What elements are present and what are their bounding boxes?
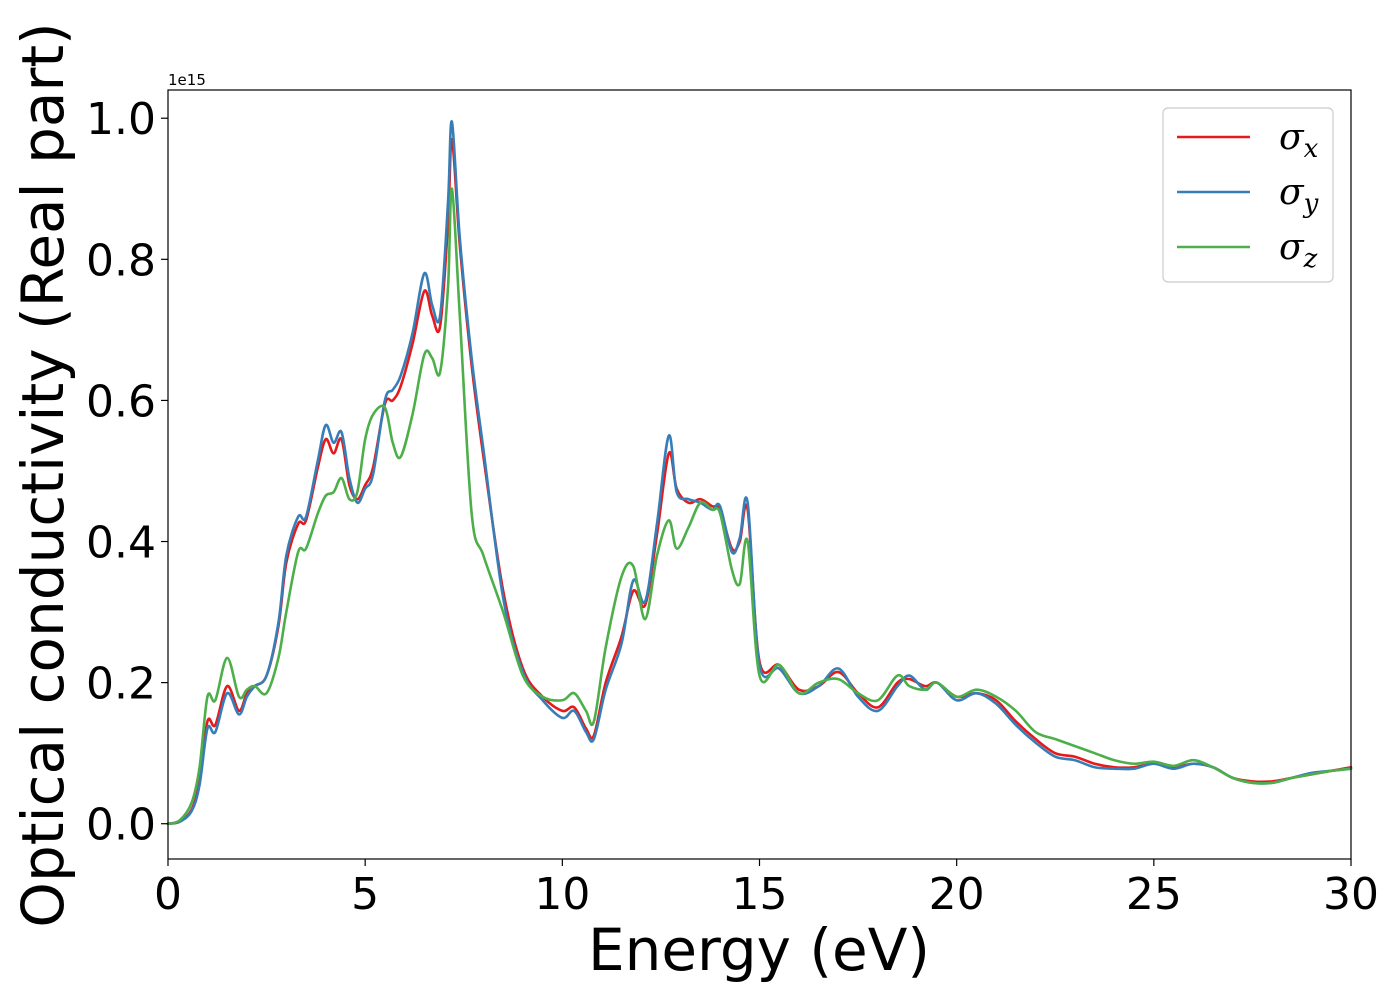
x-tick-label: 25 bbox=[1126, 869, 1182, 920]
x-axis-label: Energy (eV) bbox=[588, 916, 930, 984]
y-offset-label: 1e15 bbox=[168, 71, 206, 89]
x-tick-label: 0 bbox=[154, 869, 182, 920]
y-axis-label: Optical conductivity (Real part) bbox=[9, 22, 77, 927]
y-tick-label: 0.4 bbox=[86, 518, 156, 569]
series-line-1 bbox=[166, 138, 1353, 826]
x-tick-label: 10 bbox=[534, 869, 590, 920]
y-axis: 0.0 0.2 0.4 0.6 0.8 1.0 bbox=[86, 94, 168, 851]
y-tick-label: 0.8 bbox=[86, 235, 156, 286]
legend-label-x: σx bbox=[1279, 117, 1319, 164]
series-line-3 bbox=[166, 187, 1353, 826]
x-axis: 0 5 10 15 20 25 30 bbox=[154, 859, 1379, 920]
x-tick-label: 20 bbox=[929, 869, 985, 920]
y-tick-label: 0.6 bbox=[86, 376, 156, 427]
x-tick-label: 15 bbox=[732, 869, 788, 920]
legend: σx σy σz bbox=[1162, 107, 1334, 283]
y-tick-label: 0.0 bbox=[86, 800, 156, 851]
x-tick-label: 30 bbox=[1323, 869, 1379, 920]
legend-box bbox=[1162, 107, 1334, 283]
legend-label-z: σz bbox=[1279, 227, 1318, 274]
series-layer bbox=[166, 120, 1353, 826]
legend-label-y: σy bbox=[1279, 172, 1319, 219]
x-tick-label: 5 bbox=[351, 869, 379, 920]
y-tick-label: 1.0 bbox=[86, 94, 156, 145]
series-line-2 bbox=[166, 120, 1353, 826]
y-tick-label: 0.2 bbox=[86, 659, 156, 710]
